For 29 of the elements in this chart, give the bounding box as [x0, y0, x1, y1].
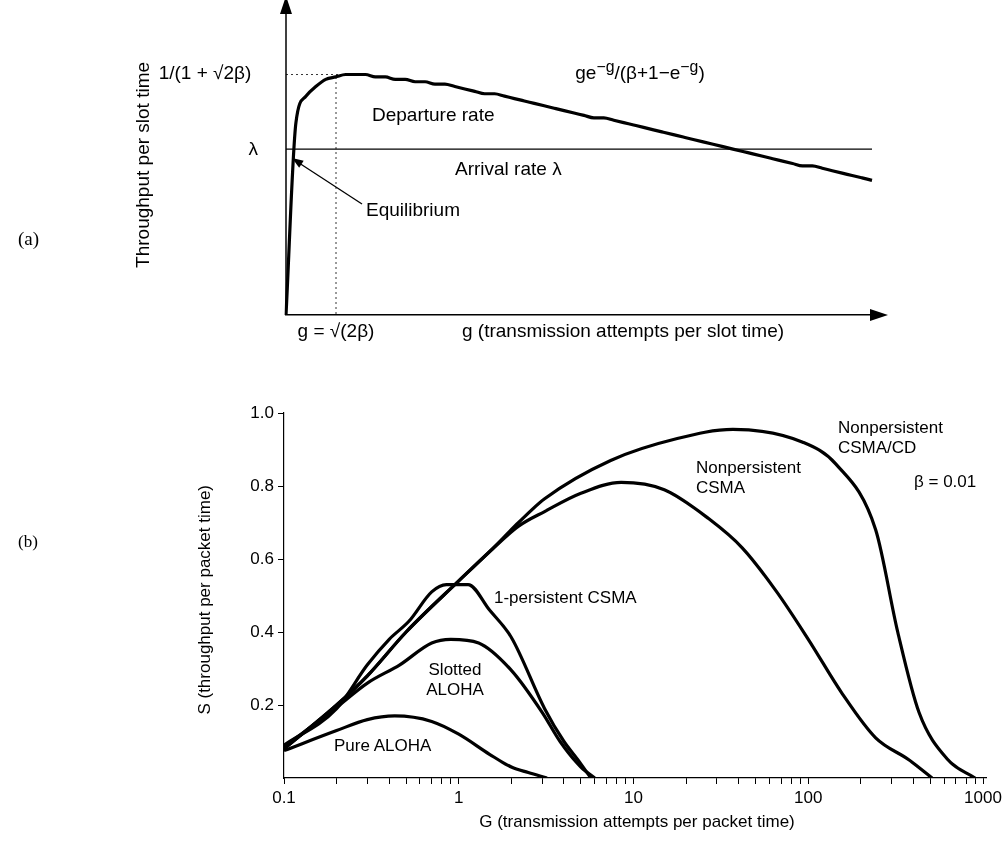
ref-line-label: Arrival rate λ — [455, 158, 562, 180]
x-axis-title: g (transmission attempts per slot time) — [462, 320, 785, 342]
x-tick-label: 10 — [624, 787, 643, 807]
annotation: β = 0.01 — [914, 472, 977, 492]
x-tick-label: 1000 — [964, 787, 1002, 807]
x-tick-label: 1 — [454, 787, 464, 807]
x-tick-label: 0.1 — [272, 787, 296, 807]
y-tick-label: 0.4 — [250, 621, 274, 641]
annotation: Equilibrium — [366, 199, 460, 221]
series-label: Nonpersistent CSMA — [696, 458, 802, 498]
series-label: Nonpersistent CSMA/CD — [838, 418, 944, 458]
y-axis-title: Throughput per slot time — [132, 61, 154, 268]
series-label: Departure rate — [372, 104, 495, 126]
text: λ — [248, 138, 258, 160]
text: (b) — [18, 532, 38, 552]
text: g = √(2β) — [297, 320, 375, 342]
series-label: Pure ALOHA — [334, 736, 432, 756]
x-axis-title: G (transmission attempts per packet time) — [479, 812, 795, 832]
text: (a) — [18, 228, 40, 250]
annotation: ge$^{−g}$/(β+1−e$^{−g}$) — [575, 58, 705, 85]
x-tick-label: 100 — [794, 787, 823, 807]
y-tick-label: 1.0 — [250, 402, 274, 422]
series-label: 1-persistent CSMA — [494, 588, 637, 608]
y-tick-label: 0.8 — [250, 475, 274, 495]
y-tick-label: 0.6 — [250, 548, 274, 568]
y-tick-label: 0.2 — [250, 694, 274, 714]
text: 1/(1 + √2β) — [158, 62, 252, 84]
y-axis-title: S (throughput per packet time) — [195, 484, 215, 715]
series-label: Slotted ALOHA — [425, 660, 485, 700]
